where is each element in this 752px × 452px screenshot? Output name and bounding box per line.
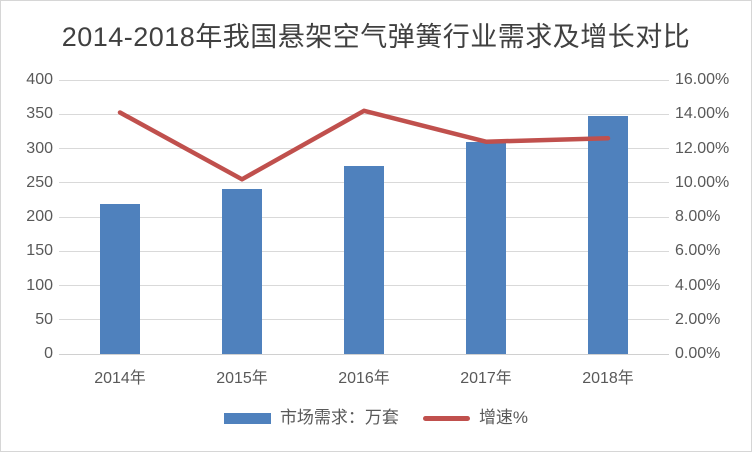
x-axis-category-label: 2018年 — [582, 370, 634, 387]
right-axis-tick-label: 4.00% — [675, 276, 721, 294]
x-axis-category-label: 2015年 — [216, 370, 268, 387]
legend-label-growth: 增速% — [478, 408, 529, 427]
left-axis-tick-label: 50 — [35, 310, 53, 328]
right-axis-tick-label: 0.00% — [675, 345, 721, 362]
legend: 市场需求：万套 增速% — [1, 408, 751, 428]
right-axis-tick-label: 8.00% — [675, 208, 721, 225]
demand-bar — [100, 203, 140, 354]
right-axis-tick-label: 2.00% — [675, 310, 721, 328]
right-axis-tick-label: 16.00% — [675, 71, 730, 88]
right-axis-tick-label: 6.00% — [675, 242, 721, 260]
gridline — [59, 79, 669, 81]
gridline — [59, 148, 669, 149]
right-axis-tick-label: 10.00% — [675, 173, 730, 191]
left-axis-tick-label: 350 — [26, 105, 53, 123]
chart-title: 2014-2018年我国悬架空气弹簧行业需求及增长对比 — [61, 22, 691, 52]
right-axis-tick-label: 14.00% — [675, 105, 730, 123]
gridline — [59, 113, 669, 115]
left-axis-tick-label: 300 — [26, 139, 53, 157]
bar-swatch-icon — [223, 412, 271, 424]
left-axis-tick-label: 250 — [26, 173, 53, 191]
demand-bar — [588, 115, 628, 354]
left-axis-tick-label: 100 — [26, 276, 53, 294]
left-axis-tick-label: 200 — [26, 208, 53, 225]
x-axis-category-label: 2014年 — [94, 370, 146, 387]
left-axis-tick-label: 0 — [44, 345, 53, 362]
demand-bar — [466, 142, 506, 354]
legend-item-growth: 增速% — [422, 408, 529, 428]
legend-label-demand: 市场需求：万套 — [279, 408, 399, 427]
left-axis-tick-label: 150 — [26, 242, 53, 260]
demand-bar — [222, 188, 262, 354]
line-swatch-icon — [422, 415, 470, 421]
x-axis-line — [59, 353, 669, 355]
legend-item-demand: 市场需求：万套 — [223, 408, 399, 428]
demand-bar — [344, 165, 384, 354]
x-axis-category-label: 2016年 — [338, 370, 390, 387]
right-axis-tick-label: 12.00% — [675, 139, 730, 157]
left-axis-tick-label: 400 — [26, 71, 53, 88]
x-axis-category-label: 2017年 — [460, 370, 512, 387]
